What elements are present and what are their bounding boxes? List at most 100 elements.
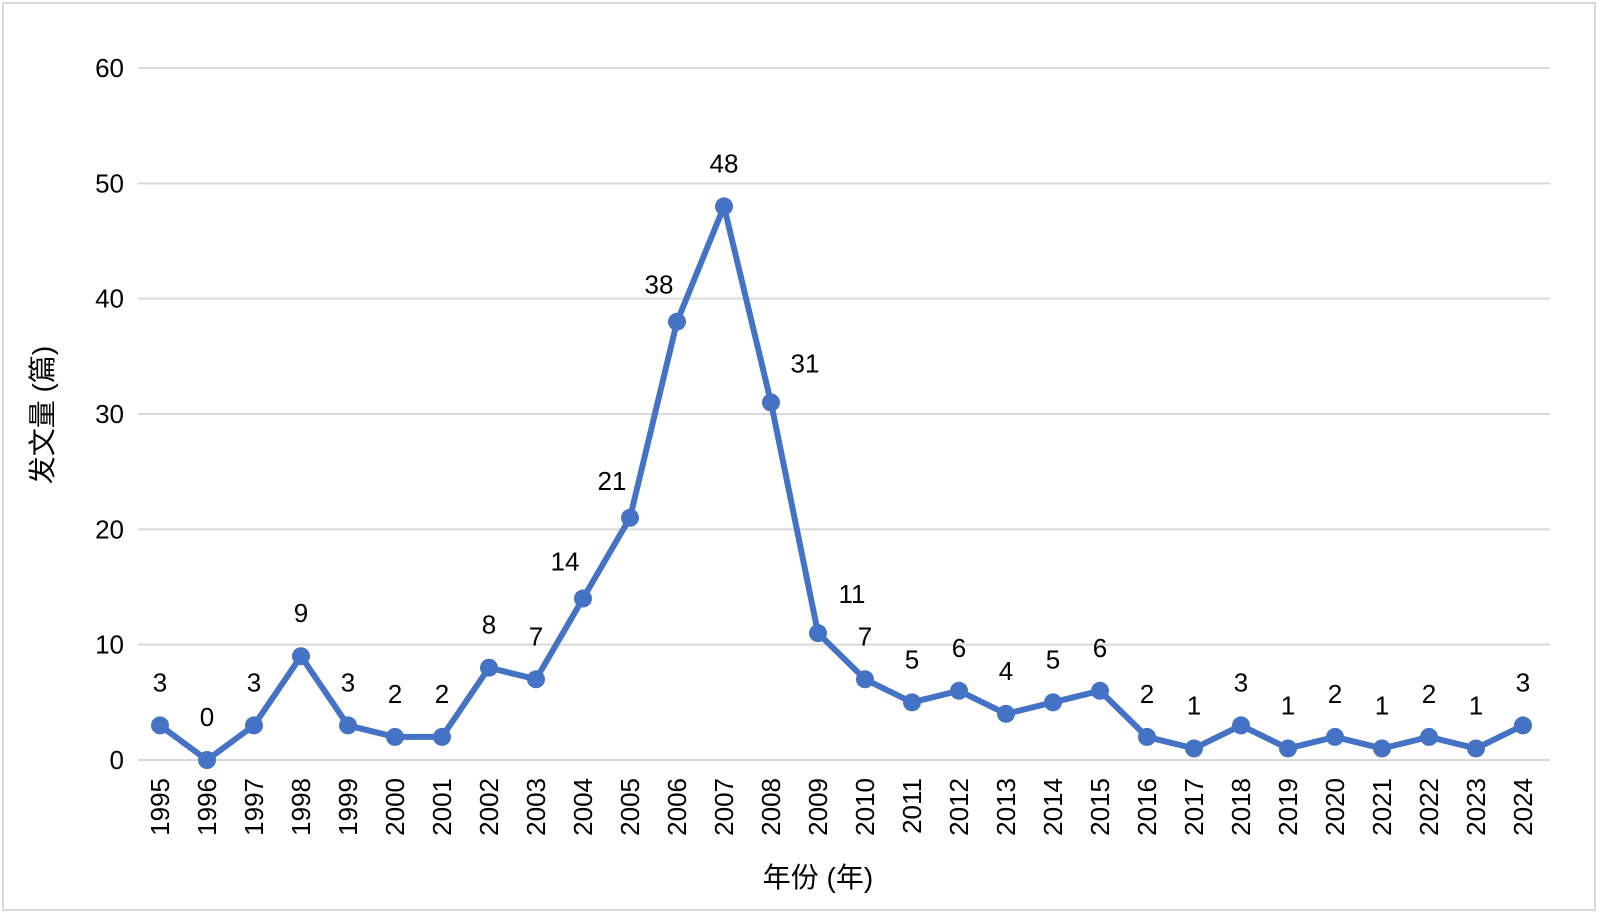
- x-tick-label: 1996: [192, 778, 222, 836]
- x-tick-label: 2020: [1320, 778, 1350, 836]
- x-tick-label: 2024: [1508, 778, 1538, 836]
- x-tick-label: 2023: [1461, 778, 1491, 836]
- data-label: 6: [952, 633, 966, 663]
- data-point: [762, 393, 780, 412]
- y-tick-label: 20: [95, 514, 124, 544]
- y-tick-label: 60: [95, 53, 124, 83]
- data-label: 7: [529, 621, 543, 651]
- data-label: 2: [388, 679, 402, 709]
- data-label: 9: [294, 598, 308, 628]
- x-tick-label: 2011: [897, 778, 927, 834]
- data-point: [527, 670, 545, 689]
- x-tick-label: 2003: [521, 778, 551, 836]
- data-point: [339, 716, 357, 735]
- data-point: [950, 681, 968, 700]
- data-point: [1326, 727, 1344, 746]
- x-axis-ticks: 1995 1996 1997 1998 1999 2000 2001 2002 2003 2004…: [145, 778, 1538, 836]
- data-point: [292, 647, 310, 666]
- data-label: 0: [200, 702, 214, 732]
- gridlines: [138, 67, 1550, 761]
- data-point: [151, 716, 169, 735]
- y-axis-title: 发文量 (篇): [27, 346, 58, 484]
- data-label: 1: [1469, 690, 1483, 720]
- data-point: [480, 658, 498, 677]
- x-tick-label: 2019: [1273, 778, 1303, 836]
- data-label: 1: [1187, 690, 1201, 720]
- data-point: [433, 727, 451, 746]
- data-label: 2: [1422, 679, 1436, 709]
- data-point: [1467, 739, 1485, 758]
- data-label: 8: [482, 610, 496, 640]
- data-label: 38: [645, 270, 674, 300]
- data-point: [668, 312, 686, 331]
- data-label: 3: [1516, 667, 1530, 697]
- x-tick-label: 2018: [1226, 778, 1256, 836]
- data-label: 1: [1375, 690, 1389, 720]
- y-tick-label: 0: [110, 745, 124, 775]
- y-tick-label: 30: [95, 399, 124, 429]
- data-point: [1420, 727, 1438, 746]
- x-tick-label: 2017: [1179, 778, 1209, 836]
- data-point: [1044, 693, 1062, 712]
- x-tick-label: 1997: [239, 778, 269, 836]
- data-label: 21: [598, 466, 627, 496]
- x-tick-label: 2010: [850, 778, 880, 836]
- data-point: [1185, 739, 1203, 758]
- y-tick-label: 40: [95, 284, 124, 314]
- data-label: 2: [1140, 679, 1154, 709]
- data-point: [1091, 681, 1109, 700]
- x-tick-label: 2002: [474, 778, 504, 836]
- x-axis-title: 年份 (年): [763, 862, 873, 893]
- data-label: 3: [153, 667, 167, 697]
- data-label: 3: [341, 667, 355, 697]
- data-point: [1138, 727, 1156, 746]
- data-label: 5: [1046, 644, 1060, 674]
- x-tick-label: 1998: [286, 778, 316, 836]
- data-point: [856, 670, 874, 689]
- data-label: 1: [1281, 690, 1295, 720]
- series-line: [157, 203, 1526, 763]
- data-point: [715, 197, 733, 216]
- x-tick-label: 2021: [1367, 778, 1397, 836]
- x-tick-label: 2022: [1414, 778, 1444, 836]
- x-tick-label: 2000: [380, 778, 410, 836]
- x-tick-label: 2006: [662, 778, 692, 836]
- data-point: [809, 624, 827, 643]
- data-point: [574, 589, 592, 608]
- data-point: [245, 716, 263, 735]
- x-tick-label: 1999: [333, 778, 363, 836]
- y-tick-label: 50: [95, 168, 124, 198]
- x-tick-label: 2015: [1085, 778, 1115, 836]
- x-tick-label: 2007: [709, 778, 739, 836]
- y-axis-ticks: 0 10 20 30 40 50 60: [95, 53, 124, 775]
- data-point: [903, 693, 921, 712]
- data-label: 2: [1328, 679, 1342, 709]
- data-label: 4: [999, 656, 1013, 686]
- x-tick-label: 2009: [803, 778, 833, 836]
- data-label: 14: [551, 547, 580, 577]
- data-point: [198, 751, 216, 769]
- data-point: [1232, 716, 1250, 735]
- data-label: 48: [710, 148, 739, 178]
- data-label: 31: [791, 348, 820, 378]
- x-tick-label: 1995: [145, 778, 175, 836]
- x-tick-label: 2001: [427, 778, 457, 836]
- data-point: [621, 508, 639, 527]
- data-label: 6: [1093, 633, 1107, 663]
- data-point: [1373, 739, 1391, 758]
- data-label: 2: [435, 679, 449, 709]
- y-tick-label: 10: [95, 630, 124, 660]
- series-group: [151, 197, 1532, 769]
- x-tick-label: 2012: [944, 778, 974, 836]
- data-label: 3: [1234, 667, 1248, 697]
- data-label: 3: [247, 667, 261, 697]
- x-tick-label: 2005: [615, 778, 645, 836]
- x-tick-label: 2013: [991, 778, 1021, 836]
- x-tick-label: 2008: [756, 778, 786, 836]
- data-point: [997, 704, 1015, 723]
- data-point: [386, 727, 404, 746]
- data-label: 7: [858, 621, 872, 651]
- x-tick-label: 2014: [1038, 778, 1068, 836]
